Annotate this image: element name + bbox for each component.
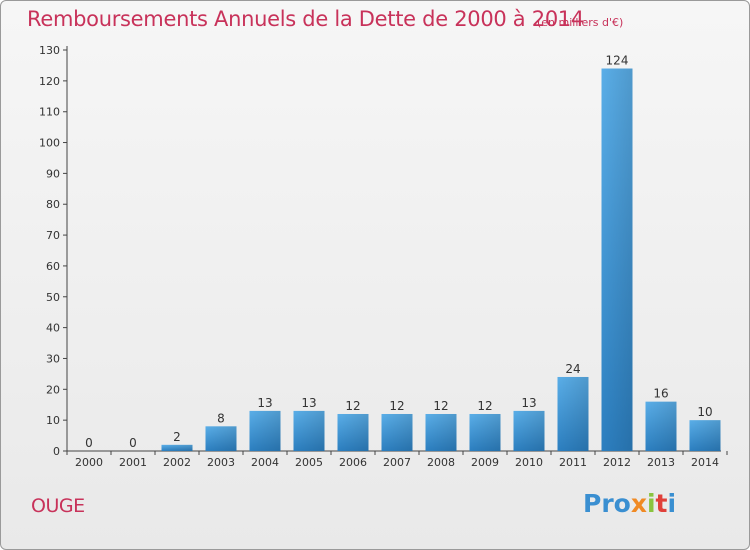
logo-part-3: i: [646, 489, 656, 518]
y-tick-label: 120: [39, 75, 60, 88]
x-tick-label: 2002: [163, 456, 191, 469]
commune-name: OUGE: [31, 495, 85, 517]
data-label: 124: [606, 54, 629, 68]
bar-shade: [293, 410, 325, 451]
data-label: 13: [257, 396, 272, 410]
bar-shade: [337, 413, 369, 451]
logo-part-4: t: [655, 489, 668, 518]
x-tick-label: 2008: [427, 456, 455, 469]
x-tick-label: 2005: [295, 456, 323, 469]
x-tick-label: 2004: [251, 456, 279, 469]
chart-unit: (en milliers d'€): [537, 16, 624, 29]
bar-shade: [161, 444, 193, 451]
data-label: 12: [433, 399, 448, 413]
bar-shade: [557, 376, 589, 451]
bars: [161, 68, 721, 451]
data-label: 12: [345, 399, 360, 413]
chart-title: Remboursements Annuels de la Dette de 20…: [27, 7, 584, 31]
x-tick-label: 2010: [515, 456, 543, 469]
bar-shade: [425, 413, 457, 451]
y-tick-label: 10: [46, 414, 60, 427]
data-label: 0: [85, 436, 93, 450]
y-tick-label: 20: [46, 383, 60, 396]
x-tick-label: 2003: [207, 456, 235, 469]
y-tick-label: 90: [46, 167, 60, 180]
y-tick-label: 110: [39, 106, 60, 119]
x-tick-label: 2006: [339, 456, 367, 469]
y-tick-label: 30: [46, 352, 60, 365]
data-label: 0: [129, 436, 137, 450]
x-tick-label: 2014: [691, 456, 719, 469]
x-tick-label: 2012: [603, 456, 631, 469]
data-label: 12: [477, 399, 492, 413]
x-tick-label: 2011: [559, 456, 587, 469]
data-label: 12: [389, 399, 404, 413]
data-label: 8: [217, 411, 225, 425]
data-label: 16: [653, 387, 668, 401]
bar-shade: [205, 426, 237, 451]
bar-shade: [469, 413, 501, 451]
x-tick-label: 2001: [119, 456, 147, 469]
y-tick-label: 100: [39, 137, 60, 150]
bar-shade: [381, 413, 413, 451]
bar-shade: [513, 410, 545, 451]
y-tick-label: 70: [46, 229, 60, 242]
y-tick-label: 80: [46, 198, 60, 211]
x-tick-label: 2009: [471, 456, 499, 469]
logo-part-2: x: [630, 489, 647, 518]
bar-shade: [645, 401, 677, 451]
x-tick-label: 2000: [75, 456, 103, 469]
data-label: 2: [173, 430, 181, 444]
y-tick-label: 50: [46, 291, 60, 304]
logo-part-1: Pro: [583, 489, 631, 518]
y-tick-label: 0: [53, 445, 60, 458]
data-label: 13: [301, 396, 316, 410]
bar-shade: [249, 410, 281, 451]
x-tick-label: 2007: [383, 456, 411, 469]
y-tick-label: 60: [46, 260, 60, 273]
data-label: 10: [697, 405, 712, 419]
data-labels: 0 0 2 8 13 13 12 12 12 12 13 24 124 16 10: [85, 54, 712, 450]
bar-shade: [601, 68, 633, 451]
y-tick-label: 40: [46, 322, 60, 335]
x-tick-label: 2013: [647, 456, 675, 469]
data-label: 24: [565, 362, 580, 376]
logo-part-5: i: [667, 489, 677, 518]
bar-shade: [689, 420, 721, 451]
data-label: 13: [521, 396, 536, 410]
proxiti-logo: Proxiti: [583, 489, 676, 518]
y-tick-label: 130: [39, 44, 60, 57]
